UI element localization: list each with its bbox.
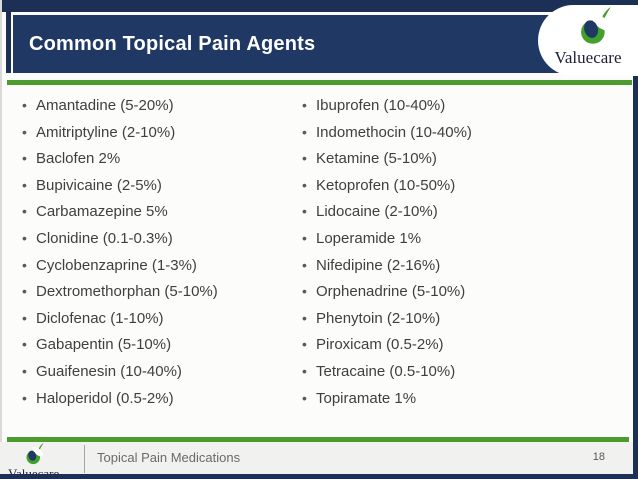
medication-item: • Phenytoin (2-10%) <box>302 305 602 332</box>
bullet-dot-icon: • <box>302 336 307 353</box>
bullet-dot-icon: • <box>22 256 27 273</box>
medication-label: Diclofenac (1-10%) <box>36 309 164 327</box>
medication-item: • Ibuprofen (10-40%) <box>302 92 602 119</box>
page-title: Common Topical Pain Agents <box>29 32 316 55</box>
medication-item: • Piroxicam (0.5-2%) <box>302 331 602 358</box>
slide-content: • Amantadine (5-20%) • Amitriptyline (2-10%… <box>0 92 638 432</box>
header-accent-bar <box>6 10 11 73</box>
bullet-dot-icon: • <box>22 123 27 140</box>
medication-label: Loperamide 1% <box>316 229 422 247</box>
medication-label: Ibuprofen (10-40%) <box>316 97 446 114</box>
valuecare-swoosh-icon <box>574 7 616 47</box>
footer-divider <box>7 437 629 442</box>
bullet-dot-icon: • <box>302 203 307 220</box>
brand-name: Valuecare <box>554 48 622 67</box>
header-divider <box>7 80 632 85</box>
medication-label: Clonidine (0.1-0.3%) <box>36 229 173 247</box>
bullet-dot-icon: • <box>22 97 27 113</box>
medication-item: • Lidocaine (2-10%) <box>302 198 602 225</box>
bullet-dot-icon: • <box>22 203 27 220</box>
medication-item: • Amitriptyline (2-10%) <box>22 119 292 146</box>
bullet-dot-icon: • <box>302 176 307 193</box>
medication-label: Phenytoin (2-10%) <box>316 309 441 327</box>
medication-label: Dextromethorphan (5-10%) <box>36 283 218 301</box>
bullet-dot-icon: • <box>22 283 27 300</box>
medication-item: • Cyclobenzaprine (1-3%) <box>22 252 292 279</box>
medication-item: • Indomethocin (10-40%) <box>302 119 602 146</box>
medication-item: • Baclofen 2% <box>22 145 292 172</box>
bullet-dot-icon: • <box>302 309 307 326</box>
bullet-dot-icon: • <box>22 362 27 379</box>
bullet-dot-icon: • <box>302 150 307 167</box>
medication-item: • Ketoprofen (10-50%) <box>302 172 602 199</box>
medication-item: • Diclofenac (1-10%) <box>22 305 292 332</box>
bullet-dot-icon: • <box>302 229 307 246</box>
slide-header: Common Topical Pain Agents <box>13 15 633 73</box>
bullet-dot-icon: • <box>302 389 307 406</box>
medication-label: Baclofen 2% <box>36 150 121 168</box>
medication-item: • Bupivicaine (2-5%) <box>22 172 292 199</box>
slide-border-right <box>633 0 638 479</box>
medication-label: Tetracaine (0.5-10%) <box>316 362 456 380</box>
medication-label: Cyclobenzaprine (1-3%) <box>36 256 197 274</box>
logo-bubble: Valuecare <box>538 5 638 76</box>
medication-item: • Topiramate 1% <box>302 385 602 412</box>
medication-item: • Haloperidol (0.5-2%) <box>22 385 292 412</box>
medication-list-right: • Ibuprofen (10-40%) • Indomethocin (10-40%… <box>302 92 602 411</box>
medication-item: • Guaifenesin (10-40%) <box>22 358 292 385</box>
footer-separator <box>84 445 85 473</box>
medication-item: • Loperamide 1% <box>302 225 602 252</box>
medication-label: Lidocaine (2-10%) <box>316 203 438 221</box>
medication-item: • Ketamine (5-10%) <box>302 145 602 172</box>
bullet-dot-icon: • <box>22 336 27 353</box>
medication-label: Topiramate 1% <box>316 389 417 407</box>
bullet-dot-icon: • <box>22 176 27 193</box>
medication-label: Bupivicaine (2-5%) <box>36 176 162 194</box>
medication-item: • Carbamazepine 5% <box>22 198 292 225</box>
bullet-dot-icon: • <box>302 256 307 273</box>
medication-label: Orphenadrine (5-10%) <box>316 283 466 301</box>
medication-list-left: • Amantadine (5-20%) • Amitriptyline (2-10%… <box>22 92 292 411</box>
medication-label: Ketoprofen (10-50%) <box>316 176 456 194</box>
bullet-dot-icon: • <box>22 389 27 406</box>
slide-border-top <box>2 0 638 12</box>
medication-item: • Nifedipine (2-16%) <box>302 252 602 279</box>
medication-label: Nifedipine (2-16%) <box>316 256 441 274</box>
page-number: 18 <box>592 451 605 463</box>
medication-item: • Clonidine (0.1-0.3%) <box>22 225 292 252</box>
bullet-dot-icon: • <box>22 309 27 326</box>
valuecare-swoosh-icon <box>22 443 47 466</box>
slide-footer: Valuecare Topical Pain Medications 18 <box>0 442 638 479</box>
bullet-dot-icon: • <box>22 150 27 167</box>
medication-label: Amantadine (5-20%) <box>36 97 174 114</box>
medication-label: Carbamazepine 5% <box>36 203 168 221</box>
medication-item: • Dextromethorphan (5-10%) <box>22 278 292 305</box>
medication-item: • Orphenadrine (5-10%) <box>302 278 602 305</box>
bullet-dot-icon: • <box>302 97 307 113</box>
bullet-dot-icon: • <box>22 229 27 246</box>
footer-title: Topical Pain Medications <box>97 450 241 465</box>
medication-label: Amitriptyline (2-10%) <box>36 123 176 141</box>
bullet-dot-icon: • <box>302 283 307 300</box>
medication-item: • Amantadine (5-20%) <box>22 92 292 119</box>
medication-label: Gabapentin (5-10%) <box>36 336 172 354</box>
slide-border-bottom <box>0 474 638 479</box>
bullet-dot-icon: • <box>302 362 307 379</box>
medication-item: • Gabapentin (5-10%) <box>22 331 292 358</box>
slide-border-left <box>0 0 2 479</box>
bullet-dot-icon: • <box>302 123 307 140</box>
medication-label: Haloperidol (0.5-2%) <box>36 389 174 407</box>
medication-label: Piroxicam (0.5-2%) <box>316 336 444 354</box>
medication-label: Indomethocin (10-40%) <box>316 123 472 141</box>
medication-item: • Tetracaine (0.5-10%) <box>302 358 602 385</box>
medication-label: Guaifenesin (10-40%) <box>36 362 182 380</box>
medication-label: Ketamine (5-10%) <box>316 150 437 168</box>
